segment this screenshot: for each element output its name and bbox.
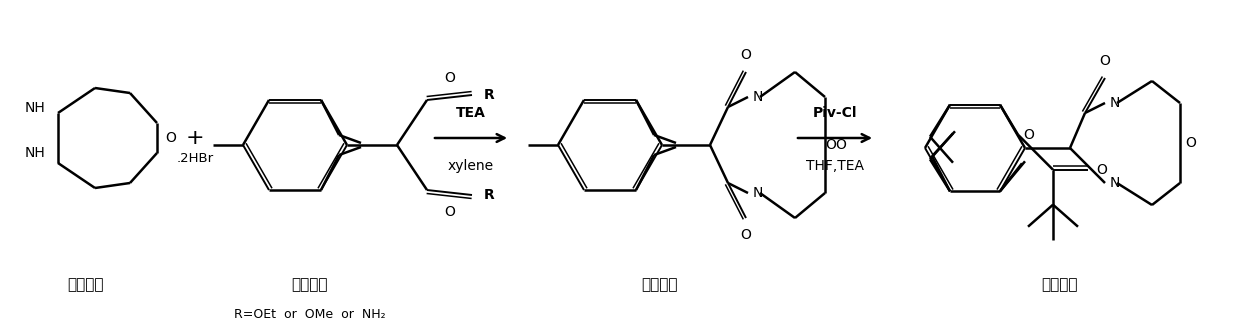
Text: O: O <box>165 131 176 145</box>
Text: Piv-Cl: Piv-Cl <box>813 106 857 120</box>
Text: O: O <box>1023 128 1034 142</box>
Text: 中间体三: 中间体三 <box>641 278 678 292</box>
Text: O: O <box>825 138 836 152</box>
Text: N: N <box>753 186 764 200</box>
Text: xylene: xylene <box>448 159 494 173</box>
Text: N: N <box>753 90 764 104</box>
Text: +: + <box>186 128 204 148</box>
Text: O: O <box>1099 54 1110 68</box>
Text: NH: NH <box>25 101 45 115</box>
Text: 唑嘧草酯: 唑嘧草酯 <box>1041 278 1078 292</box>
Text: N: N <box>1110 176 1120 190</box>
Text: 中间体二: 中间体二 <box>292 278 328 292</box>
Text: O: O <box>1185 136 1196 150</box>
Text: O: O <box>444 71 454 85</box>
Text: R: R <box>484 188 495 202</box>
Text: R: R <box>484 88 495 102</box>
Text: 中间体一: 中间体一 <box>67 278 103 292</box>
Text: O: O <box>740 228 751 242</box>
Text: R=OEt  or  OMe  or  NH₂: R=OEt or OMe or NH₂ <box>234 308 386 321</box>
Text: THF,TEA: THF,TEA <box>806 159 864 173</box>
Text: O: O <box>834 138 846 152</box>
Text: TEA: TEA <box>456 106 487 120</box>
Text: O: O <box>740 48 751 62</box>
Text: N: N <box>1110 96 1120 110</box>
Text: .2HBr: .2HBr <box>177 151 214 164</box>
Text: O: O <box>444 205 454 219</box>
Text: NH: NH <box>25 146 45 160</box>
Text: O: O <box>1096 163 1107 177</box>
